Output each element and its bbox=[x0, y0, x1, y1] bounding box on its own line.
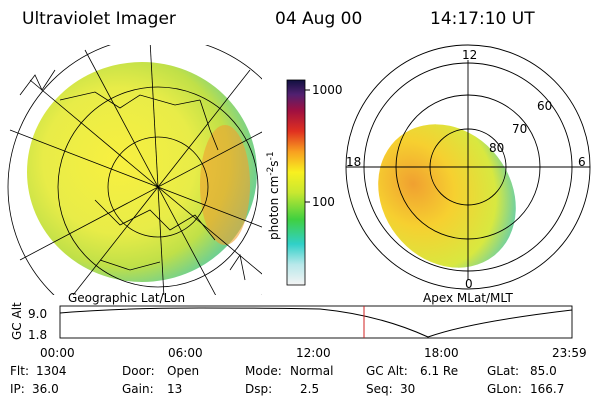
status-value: 30 bbox=[400, 382, 415, 396]
colorbar-tick-label: 1000 bbox=[312, 83, 343, 97]
mlat-label: 60 bbox=[537, 99, 552, 113]
status-key: GC Alt: bbox=[366, 364, 408, 378]
time-tick: 23:59 bbox=[552, 346, 587, 360]
time-tick: 12:00 bbox=[296, 346, 331, 360]
status-key: Flt: bbox=[10, 364, 29, 378]
panel-label: Geographic Lat/Lon bbox=[68, 291, 185, 305]
geographic-image bbox=[7, 45, 262, 295]
unit-exp: -1 bbox=[266, 151, 276, 160]
mlt-label: 0 bbox=[465, 277, 473, 291]
unit-text: photon cm bbox=[267, 176, 281, 240]
time: 14:17:10 UT bbox=[430, 9, 535, 29]
status-key: Dsp: bbox=[245, 382, 272, 396]
status-key: GLon: bbox=[487, 382, 522, 396]
panel-label: Apex MLat/MLT bbox=[423, 291, 513, 305]
date: 04 Aug 00 bbox=[275, 9, 362, 29]
status-value: 36.0 bbox=[32, 382, 59, 396]
colorbar bbox=[286, 79, 306, 286]
altitude-curve bbox=[59, 307, 573, 338]
time-tick: 06:00 bbox=[168, 346, 203, 360]
status-value: 2.5 bbox=[300, 382, 319, 396]
status-key: Seq: bbox=[366, 382, 393, 396]
mlat-label: 80 bbox=[489, 141, 504, 155]
status-value: 6.1 Re bbox=[420, 364, 458, 378]
time-tick: 18:00 bbox=[424, 346, 459, 360]
status-value: Normal bbox=[290, 364, 333, 378]
unit-exp: -2 bbox=[266, 167, 276, 176]
mlt-label: 18 bbox=[346, 155, 361, 169]
status-key: Gain: bbox=[122, 382, 154, 396]
mlat-label: 70 bbox=[512, 122, 527, 136]
status-key: Door: bbox=[122, 364, 155, 378]
status-value: 1304 bbox=[36, 364, 67, 378]
status-key: Mode: bbox=[245, 364, 282, 378]
colorbar-unit: photon cm-2s-1 bbox=[266, 151, 281, 240]
status-value: 166.7 bbox=[530, 382, 564, 396]
altitude-label: GC Alt bbox=[10, 302, 24, 340]
unit-text: s bbox=[267, 160, 281, 166]
mlt-label: 6 bbox=[578, 155, 586, 169]
altitude-tick: 9.0 bbox=[28, 307, 47, 321]
status-value: 85.0 bbox=[530, 364, 557, 378]
status-key: GLat: bbox=[487, 364, 519, 378]
status-value: 13 bbox=[167, 382, 182, 396]
status-value: Open bbox=[167, 364, 199, 378]
colorbar-tick-label: 100 bbox=[312, 195, 335, 209]
altitude-frame bbox=[59, 305, 573, 339]
altitude-tick: 1.8 bbox=[28, 328, 47, 342]
time-tick: 00:00 bbox=[40, 346, 75, 360]
mlt-label: 12 bbox=[462, 48, 477, 62]
magnetic-polar-plot bbox=[345, 44, 591, 290]
status-block: Flt: 1304 Door: Open Mode: Normal GC Alt: 6.1 R… bbox=[10, 364, 564, 396]
instrument: Ultraviolet Imager bbox=[22, 9, 176, 29]
status-key: IP: bbox=[10, 382, 25, 396]
